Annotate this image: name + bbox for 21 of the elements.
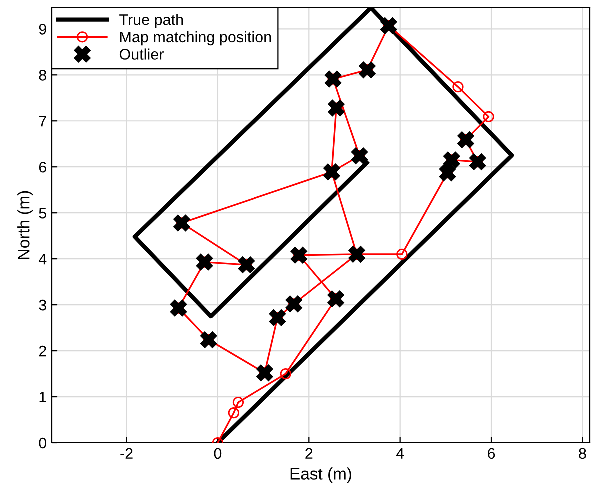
y-tick-label: 5: [39, 208, 46, 219]
y-tick-label: 0: [39, 438, 47, 449]
legend-label: Outlier: [120, 48, 164, 60]
x-tick-label: -2: [120, 448, 133, 459]
x-axis-title: East (m): [290, 468, 352, 484]
y-tick-label: 2: [39, 346, 46, 357]
y-tick-label: 8: [39, 70, 46, 81]
y-axis-title: North (m): [18, 191, 34, 260]
y-tick-label: 6: [39, 162, 46, 173]
legend-label: True path: [120, 14, 184, 28]
x-tick-label: 4: [396, 448, 404, 459]
x-tick-label: 0: [214, 448, 222, 460]
y-tick-label: 3: [39, 300, 46, 311]
x-tick-label: 6: [488, 448, 496, 460]
y-tick-label: 1: [40, 392, 46, 403]
y-tick-label: 7: [39, 116, 46, 127]
x-tick-label: 8: [579, 448, 586, 460]
legend-label: Map matching position: [120, 31, 272, 46]
y-tick-label: 4: [38, 254, 47, 265]
x-tick-label: 2: [306, 448, 313, 459]
y-tick-label: 9: [39, 24, 46, 35]
